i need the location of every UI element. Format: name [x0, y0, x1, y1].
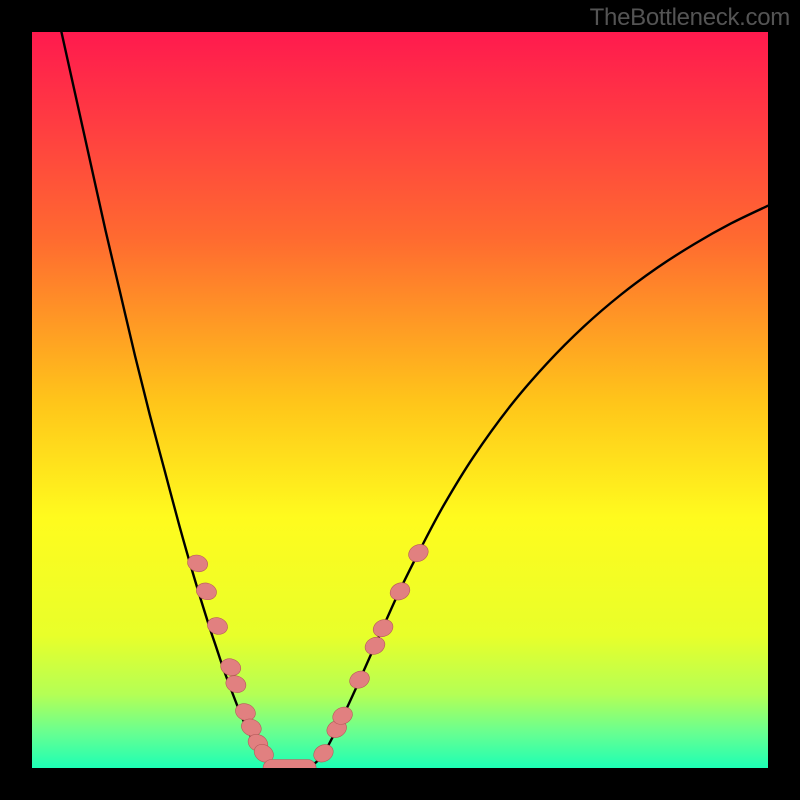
- chart-frame: TheBottleneck.com: [0, 0, 800, 800]
- plot-background: [32, 32, 768, 768]
- watermark-text: TheBottleneck.com: [590, 4, 790, 32]
- marker-capsule: [263, 760, 316, 769]
- bottleneck-chart: [32, 32, 768, 768]
